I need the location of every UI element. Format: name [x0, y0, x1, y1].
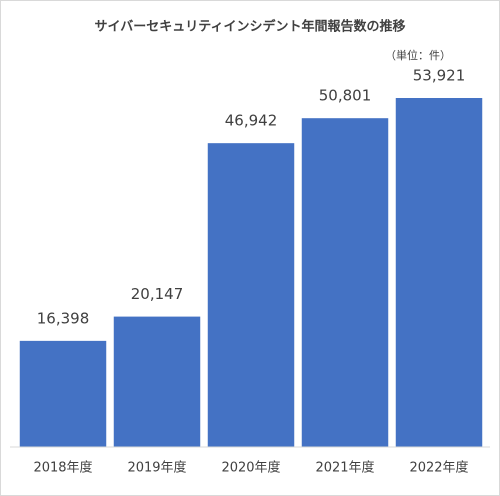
x-tick-label: 2018年度	[33, 460, 92, 476]
bar	[19, 340, 107, 447]
bar	[301, 118, 389, 448]
x-tick-label: 2021年度	[315, 460, 374, 476]
chart-title: サイバーセキュリティインシデント年間報告数の推移	[95, 19, 406, 35]
value-label: 50,801	[319, 87, 372, 105]
unit-note: （単位：件）	[385, 48, 451, 62]
value-label: 20,147	[131, 285, 184, 303]
value-label: 53,921	[413, 67, 466, 85]
x-tick-label: 2019年度	[127, 460, 186, 476]
x-tick-label: 2022年度	[409, 460, 468, 476]
bar	[395, 98, 483, 447]
x-tick-label: 2020年度	[221, 460, 280, 476]
bar	[113, 316, 201, 447]
value-label: 16,398	[37, 309, 90, 327]
bar	[207, 143, 295, 448]
value-label: 46,942	[225, 112, 278, 130]
